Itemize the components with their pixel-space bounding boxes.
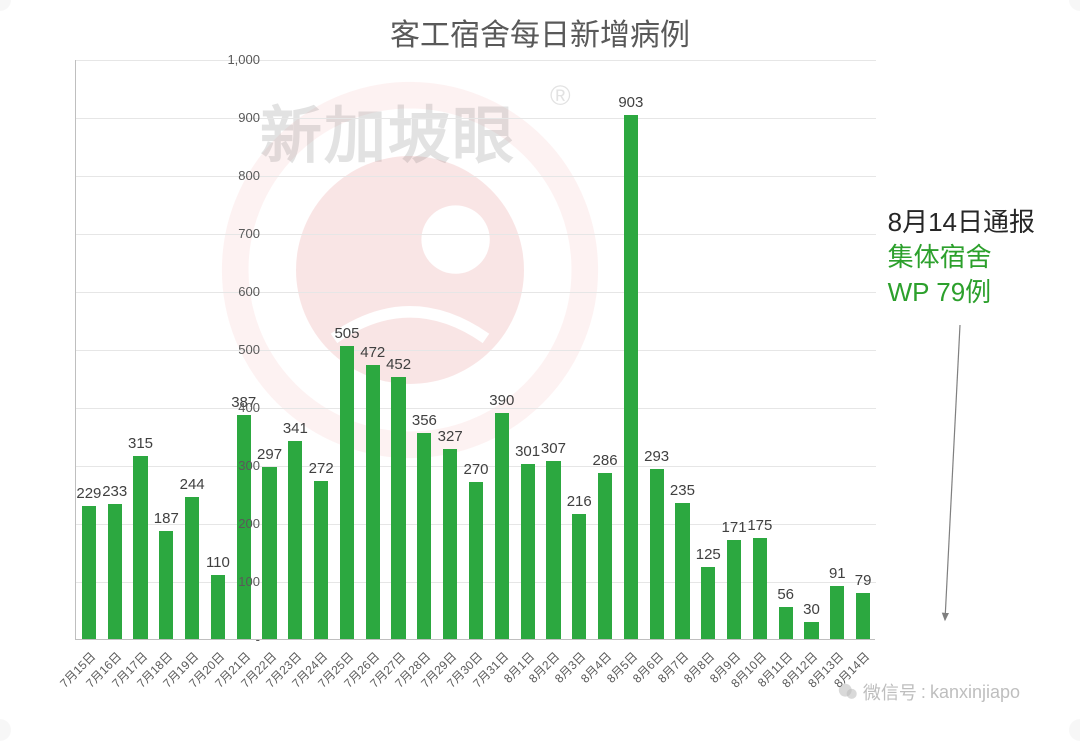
bar-value-label: 341 <box>275 420 315 437</box>
gridline <box>76 234 876 235</box>
bar <box>417 433 431 639</box>
bar-value-label: 110 <box>198 554 238 571</box>
y-tick-label: 300 <box>210 458 260 473</box>
bar <box>804 622 818 639</box>
bar <box>856 593 870 639</box>
bar-value-label: 390 <box>482 392 522 409</box>
chart-title: 客工宿舍每日新增病例 <box>0 10 1080 54</box>
bar-value-label: 233 <box>95 483 135 500</box>
chart-area: 2297月15日2337月16日3157月17日1877月18日2447月19日… <box>75 60 1065 680</box>
bar-value-label: 270 <box>456 461 496 478</box>
bar <box>82 506 96 639</box>
gridline <box>76 176 876 177</box>
gridline <box>76 292 876 293</box>
bar-value-label: 307 <box>533 440 573 457</box>
wechat-footer: 微信号 : kanxinjiapo <box>837 679 1020 705</box>
y-tick-label: 1,000 <box>210 52 260 67</box>
wechat-id: kanxinjiapo <box>930 682 1020 703</box>
annotation-line-2: 集体宿舍 <box>888 240 1035 275</box>
bar-value-label: 175 <box>740 517 780 534</box>
bar <box>624 115 638 639</box>
bar <box>340 346 354 639</box>
bar-value-label: 235 <box>662 482 702 499</box>
y-tick-label: 200 <box>210 516 260 531</box>
y-tick-label: 800 <box>210 168 260 183</box>
bar <box>133 456 147 639</box>
y-tick-label: 500 <box>210 342 260 357</box>
bar-value-label: 505 <box>327 325 367 342</box>
bar <box>572 514 586 639</box>
bar-value-label: 286 <box>585 452 625 469</box>
bar <box>830 586 844 639</box>
y-tick-label: 100 <box>210 574 260 589</box>
bar-value-label: 327 <box>430 428 470 445</box>
y-tick-label: 400 <box>210 400 260 415</box>
bar-value-label: 293 <box>637 448 677 465</box>
bar <box>727 540 741 639</box>
bar-value-label: 187 <box>146 510 186 527</box>
gridline <box>76 118 876 119</box>
annotation-box: 8月14日通报 集体宿舍 WP 79例 <box>888 205 1035 310</box>
bar-value-label: 315 <box>121 435 161 452</box>
y-tick-label: 900 <box>210 110 260 125</box>
plot-region: 2297月15日2337月16日3157月17日1877月18日2447月19日… <box>75 60 875 640</box>
gridline <box>76 408 876 409</box>
y-tick-label: - <box>210 632 260 647</box>
annotation-arrow <box>925 320 995 630</box>
y-tick-label: 600 <box>210 284 260 299</box>
bar <box>598 473 612 639</box>
bar <box>262 467 276 639</box>
y-tick-label: 700 <box>210 226 260 241</box>
gridline <box>76 350 876 351</box>
bar <box>675 503 689 639</box>
bar <box>521 464 535 639</box>
bar <box>314 481 328 639</box>
bar-value-label: 216 <box>559 493 599 510</box>
bar-value-label: 356 <box>404 412 444 429</box>
bar-value-label: 79 <box>843 572 883 589</box>
gridline <box>76 60 876 61</box>
bar <box>469 482 483 639</box>
bar-value-label: 452 <box>379 356 419 373</box>
bar-value-label: 903 <box>611 94 651 111</box>
bar <box>108 504 122 639</box>
annotation-line-3: WP 79例 <box>888 275 1035 310</box>
wechat-label: 微信号 <box>863 679 917 705</box>
bar-value-label: 125 <box>688 546 728 563</box>
bar-value-label: 244 <box>172 476 212 493</box>
bar <box>546 461 560 639</box>
bar <box>366 365 380 639</box>
bar-value-label: 272 <box>301 460 341 477</box>
annotation-line-1: 8月14日通报 <box>888 205 1035 240</box>
bar <box>701 567 715 640</box>
bar <box>159 531 173 639</box>
bar-value-label: 30 <box>791 601 831 618</box>
wechat-icon <box>837 681 859 703</box>
